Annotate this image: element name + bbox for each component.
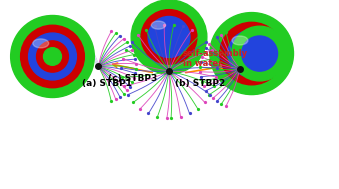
Circle shape (232, 26, 287, 81)
Ellipse shape (232, 36, 248, 45)
Circle shape (243, 45, 261, 62)
Ellipse shape (151, 21, 165, 29)
Circle shape (131, 0, 207, 74)
Text: (b) STBP2: (b) STBP2 (175, 79, 225, 88)
Circle shape (37, 41, 68, 72)
Text: self-assembly
in water: self-assembly in water (183, 49, 248, 68)
Circle shape (220, 22, 283, 85)
Circle shape (43, 48, 61, 65)
Text: (a) STBP1: (a) STBP1 (82, 79, 132, 88)
Ellipse shape (33, 39, 49, 48)
Circle shape (28, 33, 76, 80)
Circle shape (242, 36, 278, 71)
Circle shape (11, 15, 94, 98)
Circle shape (148, 16, 190, 57)
Circle shape (21, 25, 84, 88)
Circle shape (141, 10, 197, 64)
Circle shape (228, 30, 276, 77)
Text: (c) STBP3: (c) STBP3 (108, 74, 158, 84)
Circle shape (236, 38, 267, 69)
Circle shape (210, 12, 294, 94)
